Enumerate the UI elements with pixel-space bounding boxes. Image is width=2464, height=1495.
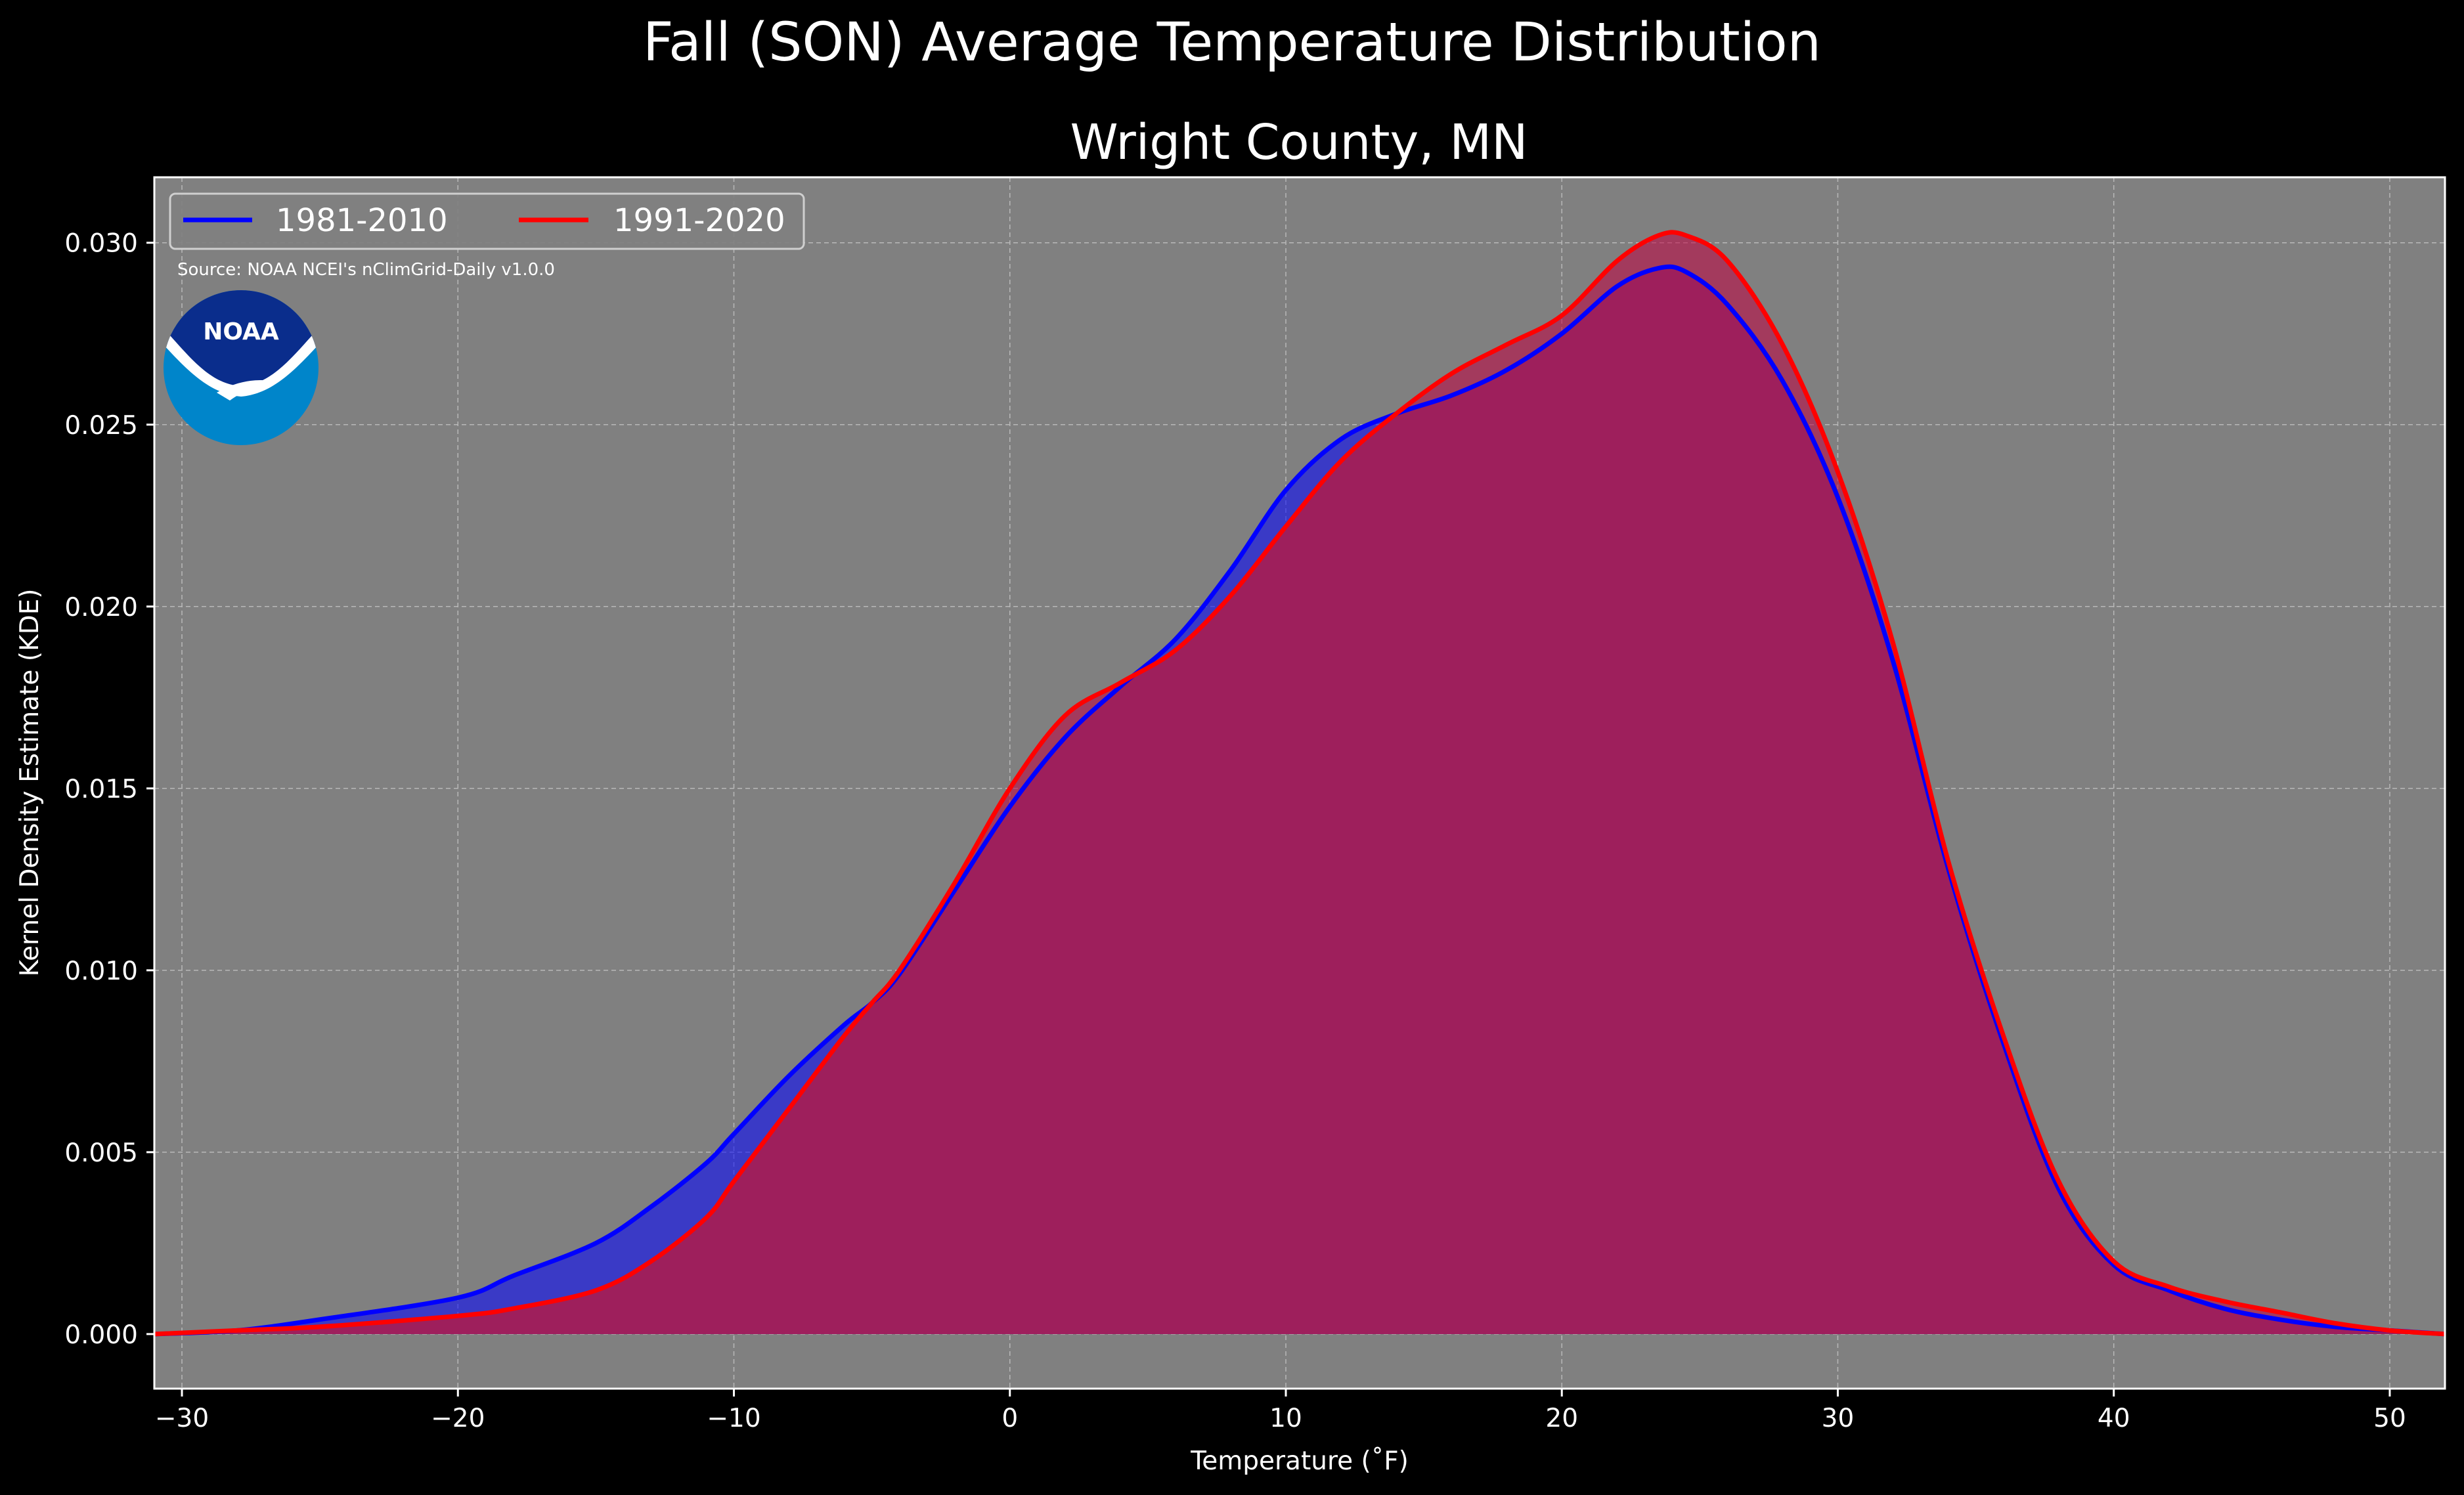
y-tick-label-0: 0.000	[64, 1320, 138, 1350]
source-note: Source: NOAA NCEI's nClimGrid-Daily v1.0…	[177, 260, 555, 280]
chart-title: Wright County, MN	[1070, 114, 1528, 171]
y-tick-label-2: 0.010	[64, 957, 138, 986]
area-overlap	[154, 267, 2445, 1334]
x-tick-label-8: 50	[2373, 1404, 2406, 1433]
x-tick-label-4: 10	[1269, 1404, 1302, 1433]
x-tick-label-7: 40	[2098, 1404, 2130, 1433]
y-tick-label-5: 0.025	[64, 411, 138, 441]
x-axis-label: Temperature (˚F)	[1190, 1446, 1409, 1476]
x-axis-ticks: −30 −20 −10 0 10 20 30 40 50	[155, 1389, 2406, 1433]
y-tick-label-6: 0.030	[64, 229, 138, 259]
noaa-logo: NOAA	[164, 290, 319, 445]
y-tick-label-4: 0.020	[64, 593, 138, 622]
x-tick-label-0: −30	[155, 1404, 209, 1433]
legend-label-1991-2020: 1991-2020	[613, 202, 785, 239]
plot-frame	[153, 176, 2446, 1390]
x-tick-label-3: 0	[1001, 1404, 1018, 1433]
legend: 1981-2010 1991-2020	[169, 192, 805, 250]
x-tick-label-6: 30	[1822, 1404, 1855, 1433]
x-tick-label-1: −20	[431, 1404, 485, 1433]
line-1991-2020	[154, 230, 2446, 1337]
density-lines	[154, 230, 2446, 1337]
density-areas	[154, 232, 2445, 1334]
legend-box	[169, 192, 805, 250]
legend-label-1981-2010: 1981-2010	[276, 202, 448, 239]
x-tick-label-5: 20	[1545, 1404, 1578, 1433]
y-axis-ticks: 0.000 0.005 0.010 0.015 0.020 0.025 0.030	[64, 229, 154, 1350]
y-tick-label-1: 0.005	[64, 1138, 138, 1168]
figure-suptitle: Fall (SON) Average Temperature Distribut…	[643, 12, 1821, 74]
y-axis-label: Kernel Density Estimate (KDE)	[15, 589, 45, 977]
x-tick-label-2: −10	[707, 1404, 760, 1433]
y-tick-label-3: 0.015	[64, 775, 138, 804]
noaa-logo-text: NOAA	[203, 318, 279, 345]
